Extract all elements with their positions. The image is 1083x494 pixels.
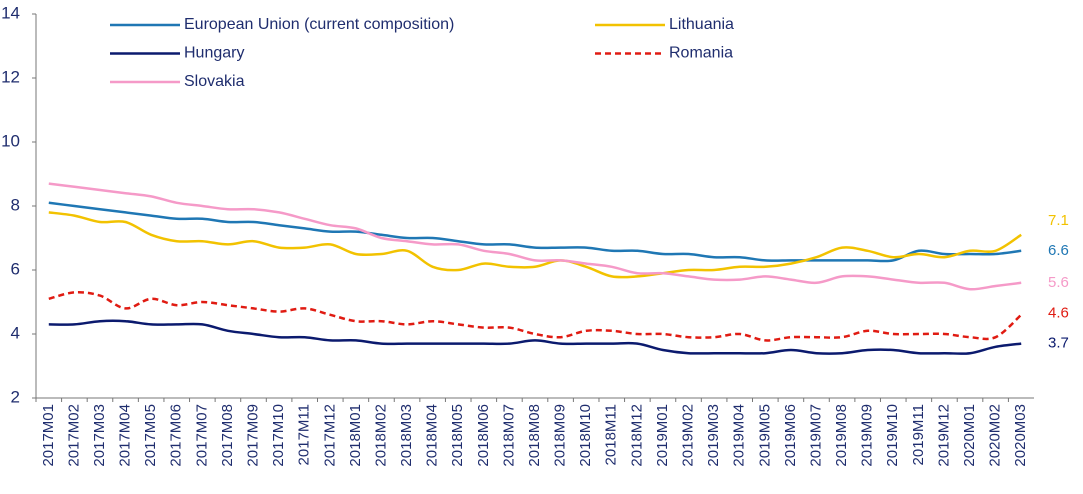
x-tick-label: 2018M10 [577, 404, 594, 467]
x-tick-label: 2019M08 [833, 404, 850, 467]
x-tick-label: 2018M04 [424, 404, 441, 467]
x-tick-label: 2017M07 [193, 404, 210, 467]
y-tick-label: 8 [11, 195, 20, 214]
x-tick-label: 2019M03 [705, 404, 722, 467]
x-tick-label: 2017M11 [296, 404, 313, 465]
x-tick-label: 2020M03 [1012, 404, 1029, 467]
x-tick-label: 2018M08 [526, 404, 543, 467]
x-tick-label: 2018M09 [552, 404, 569, 467]
x-tick-label: 2018M05 [449, 404, 466, 467]
x-tick-label: 2019M06 [782, 404, 799, 467]
x-tick-label: 2017M02 [65, 404, 82, 467]
x-tick-label: 2017M04 [117, 404, 134, 467]
y-tick-label: 6 [11, 259, 20, 278]
x-tick-label: 2017M12 [321, 404, 338, 467]
legend-label: European Union (current composition) [184, 16, 454, 33]
x-tick-label: 2019M09 [859, 404, 876, 467]
x-tick-label: 2019M07 [807, 404, 824, 467]
x-tick-label: 2017M03 [91, 404, 108, 467]
x-tick-label: 2018M03 [398, 404, 415, 467]
series-line [48, 201, 1022, 263]
end-label: 3.7 [1048, 335, 1069, 352]
x-tick-label: 2019M12 [935, 404, 952, 467]
y-tick-label: 2 [11, 387, 20, 406]
y-tick-label: 10 [1, 131, 20, 150]
x-tick-label: 2017M01 [40, 404, 57, 467]
y-tick-label: 12 [1, 67, 20, 86]
x-tick-label: 2018M01 [347, 404, 364, 467]
series-line [48, 319, 1022, 355]
x-tick-label: 2019M01 [654, 404, 671, 467]
x-tick-label: 2018M07 [500, 404, 517, 467]
y-tick-label: 14 [1, 3, 20, 22]
end-label: 6.6 [1048, 242, 1069, 259]
x-tick-label: 2017M05 [142, 404, 159, 467]
end-label: 4.6 [1048, 305, 1069, 322]
y-tick-label: 4 [11, 323, 20, 342]
x-tick-label: 2018M02 [372, 404, 389, 467]
series-line [48, 291, 1023, 342]
x-tick-label: 2017M09 [244, 404, 261, 467]
x-tick-label: 2019M02 [680, 404, 697, 467]
x-tick-label: 2018M11 [603, 404, 620, 465]
series-line [48, 182, 1022, 291]
x-tick-label: 2019M11 [910, 404, 927, 465]
x-tick-label: 2018M12 [628, 404, 645, 467]
x-tick-label: 2017M06 [168, 404, 185, 467]
x-tick-label: 2020M02 [987, 404, 1004, 467]
end-label: 5.6 [1048, 274, 1069, 291]
legend-label: Lithuania [669, 16, 734, 33]
x-tick-label: 2018M06 [475, 404, 492, 467]
series-line [48, 211, 1022, 279]
x-tick-label: 2020M01 [961, 404, 978, 467]
x-tick-label: 2017M10 [270, 404, 287, 467]
end-label: 7.1 [1048, 212, 1069, 229]
legend-label: Slovakia [184, 73, 245, 90]
x-tick-label: 2019M05 [756, 404, 773, 467]
x-tick-label: 2017M08 [219, 404, 236, 467]
x-tick-label: 2019M04 [731, 404, 748, 467]
x-tick-label: 2019M10 [884, 404, 901, 467]
legend-label: Romania [669, 45, 733, 62]
legend-label: Hungary [184, 45, 244, 62]
